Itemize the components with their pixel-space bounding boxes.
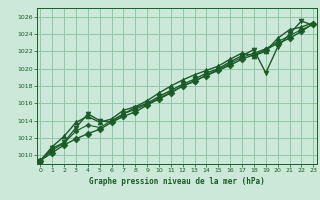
X-axis label: Graphe pression niveau de la mer (hPa): Graphe pression niveau de la mer (hPa)	[89, 177, 265, 186]
